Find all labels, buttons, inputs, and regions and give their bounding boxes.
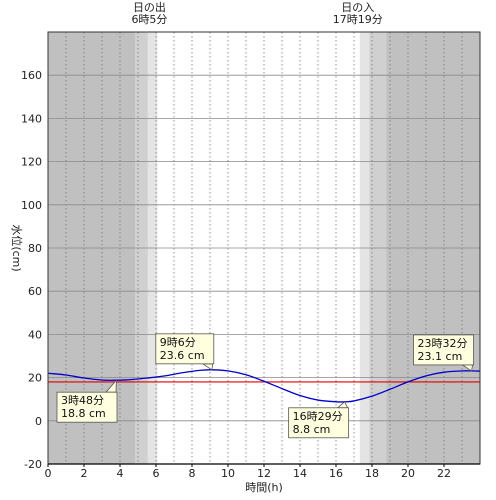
annotation-level: 23.1 cm xyxy=(418,350,463,363)
x-tick-label: 20 xyxy=(401,467,415,480)
tick-labels: 0 2 4 6 8 10 12 14 16 18 20 22-20020406080100120140… xyxy=(21,69,451,480)
annotation-level: 8.8 cm xyxy=(293,423,331,436)
y-tick-label: 40 xyxy=(28,328,42,341)
y-tick-label: 120 xyxy=(21,156,42,169)
sunset-time: 17時19分 xyxy=(333,13,383,26)
annotation-box xyxy=(56,391,118,423)
x-tick-label: 2 xyxy=(81,467,88,480)
annotation-level: 18.8 cm xyxy=(61,407,106,420)
x-tick-label: 22 xyxy=(437,467,451,480)
y-axis-title: 水位(cm) xyxy=(10,224,24,271)
y-tick-label: -20 xyxy=(24,458,42,471)
sunrise-title: 日の出 xyxy=(133,0,166,14)
tide-level-line xyxy=(47,369,481,403)
y-tick-label: 140 xyxy=(21,112,42,125)
x-tick-label: 10 xyxy=(221,467,235,480)
x-tick-label: 14 xyxy=(293,467,307,480)
annotation-time: 23時32分 xyxy=(418,337,468,350)
y-tick-label: 160 xyxy=(21,69,42,82)
x-tick-label: 0 xyxy=(45,467,52,480)
annotation-box xyxy=(413,334,474,366)
x-tick-label: 18 xyxy=(365,467,379,480)
series-group xyxy=(47,369,481,403)
annotation-level: 23.6 cm xyxy=(160,349,205,362)
y-tick-label: 80 xyxy=(28,242,42,255)
y-tick-label: 60 xyxy=(28,285,42,298)
y-tick-label: 0 xyxy=(35,415,42,428)
annotation-time: 16時29分 xyxy=(293,410,343,423)
sunrise-time: 6時5分 xyxy=(131,13,167,26)
x-tick-label: 4 xyxy=(117,467,124,480)
y-tick-label: 100 xyxy=(21,199,42,212)
x-tick-label: 6 xyxy=(153,467,160,480)
sun-labels: 日の出 6時5分 日の入 17時19分 xyxy=(131,0,382,26)
annotation-time: 9時6分 xyxy=(160,336,196,349)
axis-titles: 時間(h) 水位(cm) xyxy=(10,224,283,494)
annotation-time: 3時48分 xyxy=(61,394,104,407)
x-tick-label: 16 xyxy=(329,467,343,480)
sunset-title: 日の入 xyxy=(341,1,374,14)
y-tick-label: 20 xyxy=(28,372,42,385)
x-axis-title: 時間(h) xyxy=(245,481,283,494)
x-tick-label: 8 xyxy=(189,467,196,480)
annotation-box xyxy=(155,333,215,365)
x-tick-label: 12 xyxy=(257,467,271,480)
annotation-box xyxy=(288,407,350,439)
